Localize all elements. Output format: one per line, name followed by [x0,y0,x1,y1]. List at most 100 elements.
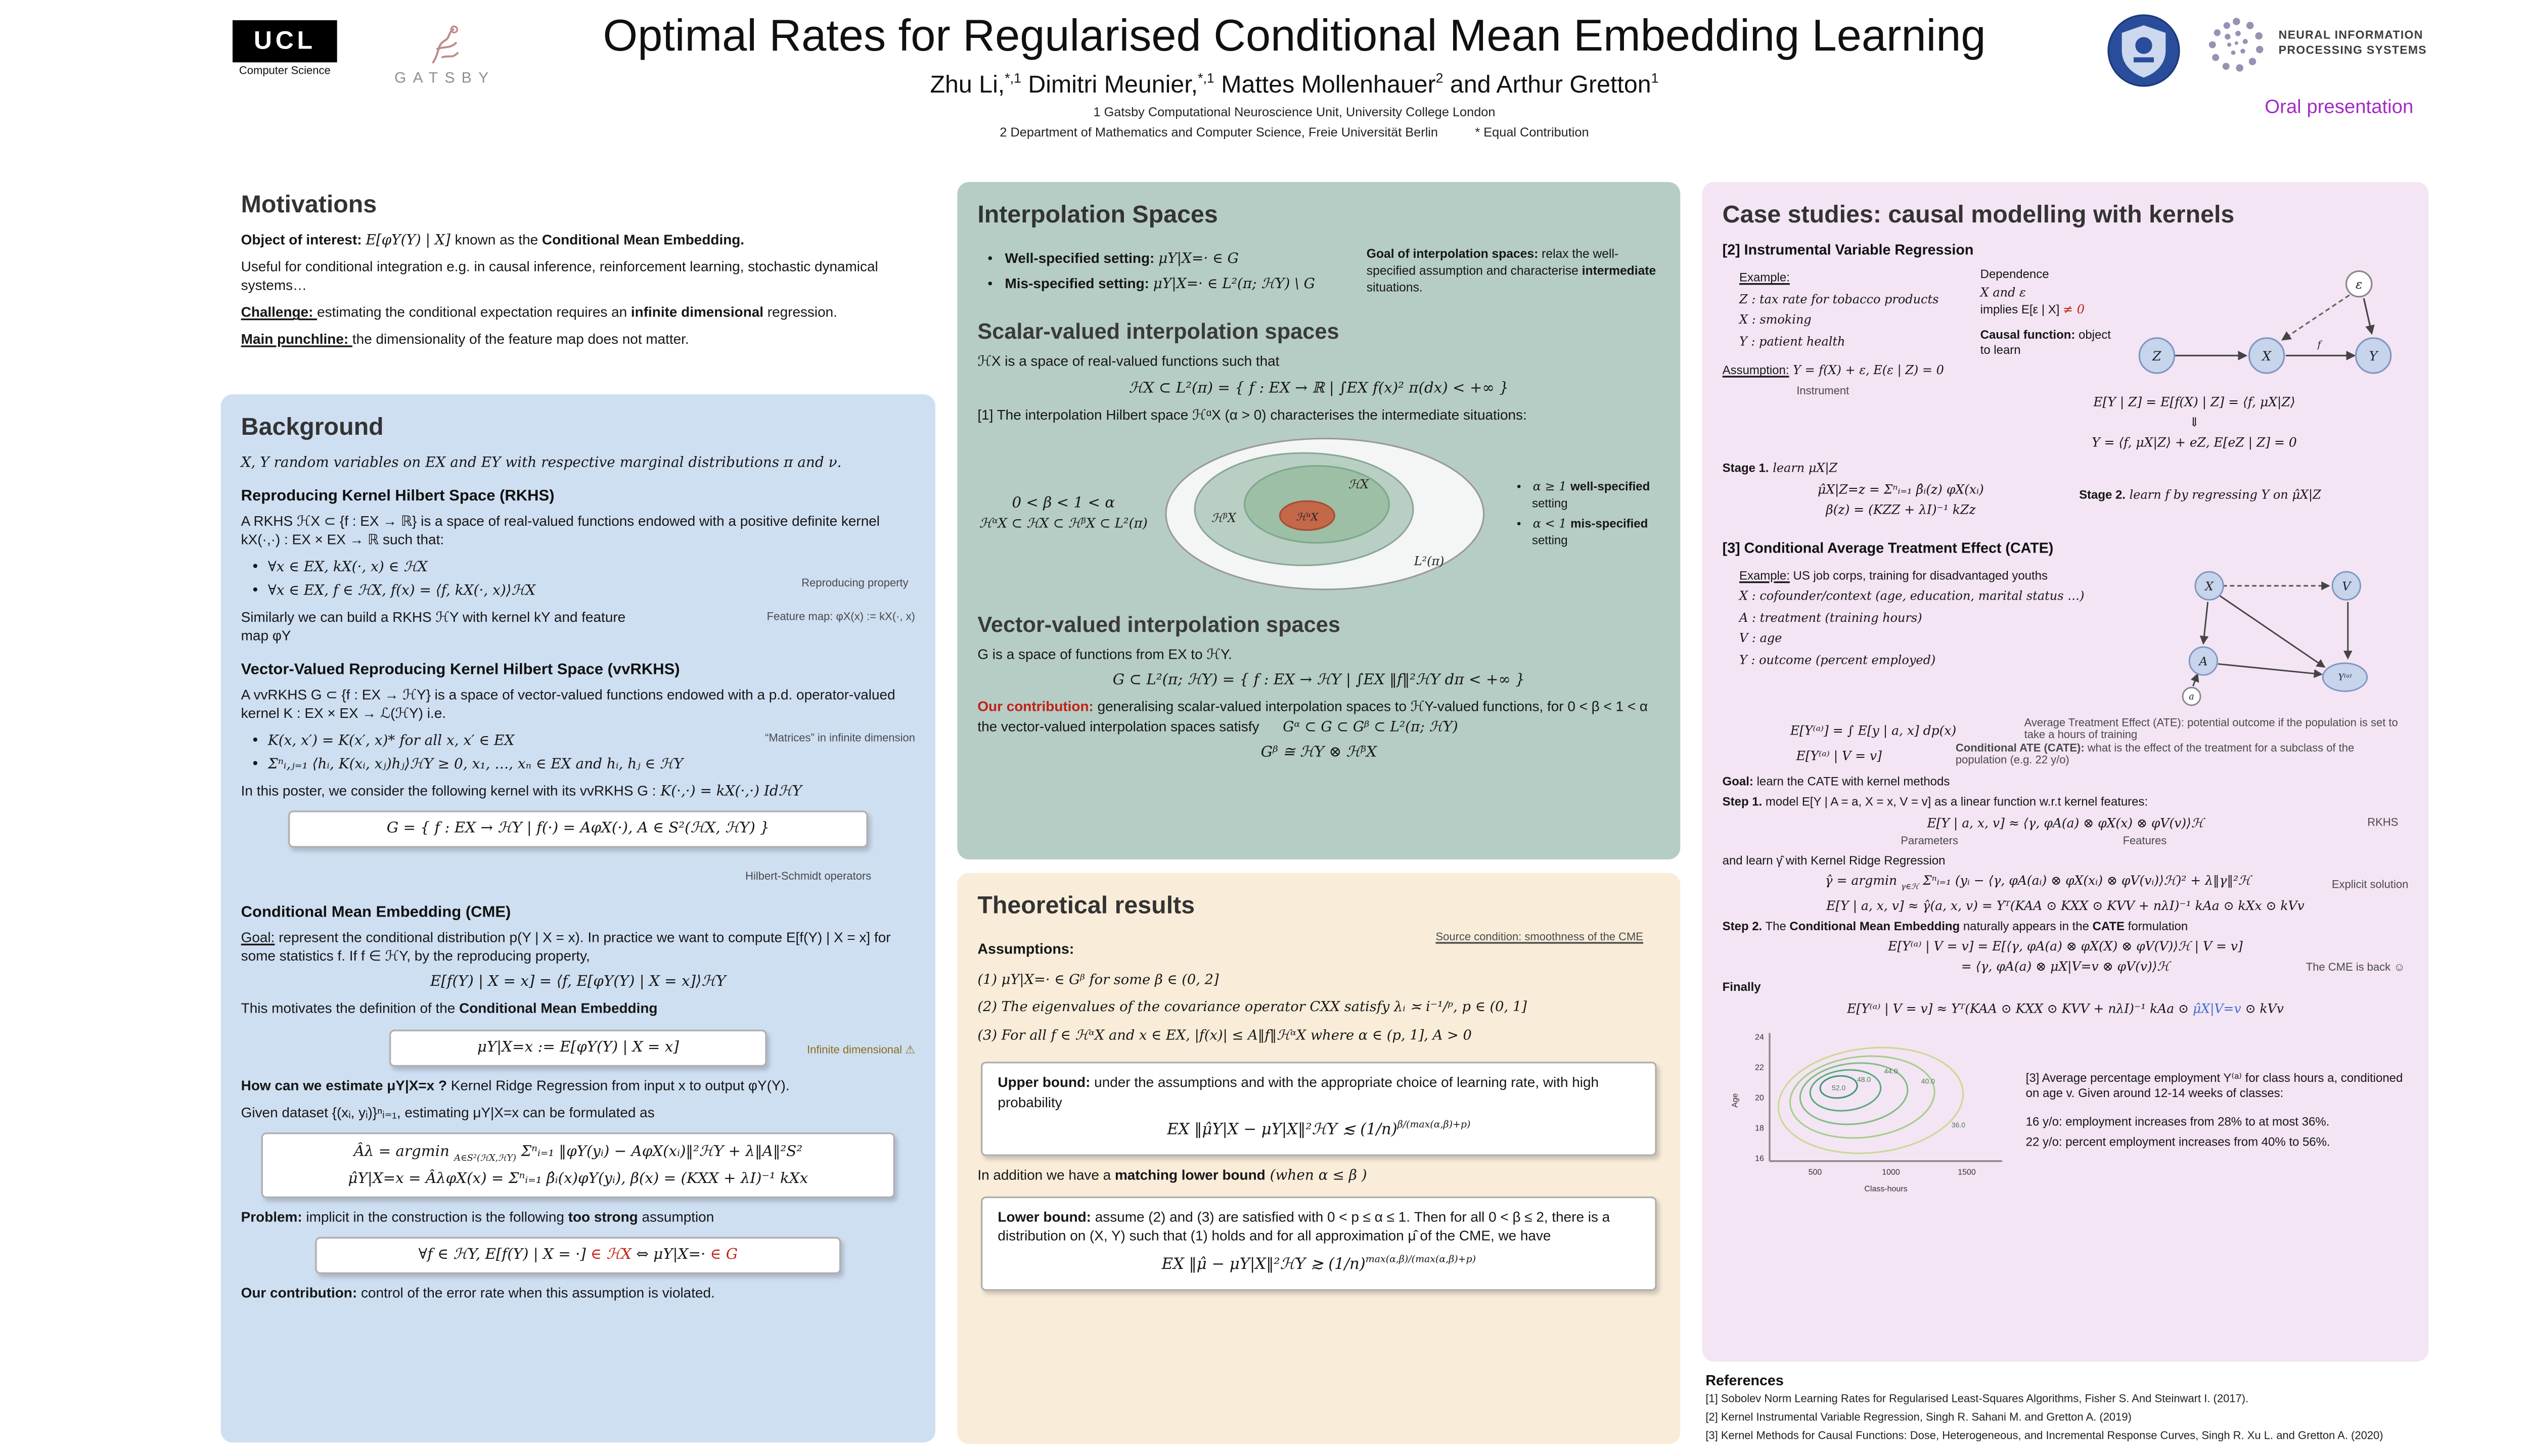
lower-bound-exponent: max(α,β)/(max(α,β)+p) [1365,1255,1476,1265]
step2-cate-bold: CATE [2092,917,2125,933]
lower-bound-text-line: Lower bound: assume (2) and (3) are sati… [998,1208,1640,1246]
parameters-note: Parameters [1901,835,1959,847]
iv-right-block: Dependence X and ε implies E[ε | X] ≠ 0 … [1980,264,2409,455]
mis-specified-label: Mis-specified setting: [1005,275,1153,293]
xtick-1000: 1000 [1882,1167,1900,1176]
learn-gamma-line: and learn γ̂ with Kernel Ridge Regressio… [1722,851,1946,867]
dataset-line: Given dataset {(xᵢ, yᵢ)}ⁿᵢ₌₁, estimating… [241,1103,655,1120]
problem-end: assumption [638,1208,714,1225]
cme-definition-row: μY|X=x := E[φY(Y) | X = x] Infinite dime… [241,1029,915,1067]
background-contribution-text: control of the error rate when this assu… [360,1285,715,1302]
cate-krr-constraint: γ∈ℋ [1901,884,1919,892]
hilbert-schmidt-note: Hilbert-Schmidt operators [745,871,872,883]
krr-argmin-constraint: A∈S²(ℋX,ℋY) [454,1154,517,1165]
upper-bound-text-line: Upper bound: under the assumptions and w… [998,1074,1640,1113]
cate-node-a: A [2198,654,2207,668]
cate-note: Conditional ATE (CATE): what is the effe… [1956,742,2408,766]
results-row: 16 18 20 22 24 500 1000 1500 Age Class-h… [1723,1022,2409,1198]
ate-note-text: potential outcome if the population is s… [2024,717,2398,741]
neurips-logo-text: NEURAL INFORMATION PROCESSING SYSTEMS [2279,30,2427,61]
scalar-spaces-line: ℋX is a space of real-valued functions s… [977,352,1280,370]
interpolation-goal-pre: relax the well-specified assumption and … [1366,246,1619,278]
instrument-note: Instrument [1796,385,1849,397]
iv-node-epsilon: ε [2356,277,2363,292]
matching-bold: matching lower bound [1114,1166,1266,1184]
assumptions-row: Assumptions: Source condition: smoothnes… [977,932,1660,962]
motivations-challenge-line: Challenge: estimating the conditional ex… [241,304,915,323]
vvrkhs-bullets: K(x, x′) = K(x′, x)* for all x, x′ ∈ EX … [241,732,915,774]
iv-grid: Example: Z : tax rate for tobacco produc… [1723,264,2409,455]
kernel-choice-math: K(·,·) = kX(·,·) IdℋY [656,781,802,798]
cme-goal-label: Goal: [241,928,275,945]
results-text-block: [3] Average percentage employment Y⁽ᵃ⁾ f… [2026,1064,2409,1155]
mis-specified-end: setting [1531,532,1568,548]
ytick-18: 18 [1755,1123,1764,1132]
cate-node-y: Y⁽ᵃ⁾ [2338,672,2352,682]
problem-line: Problem: implicit in the construction is… [241,1208,915,1227]
causal-function-label: Causal function: [1980,326,2075,341]
assumption-pre: ∀f ∈ ℋY, E[f(Y) | X = ·] [418,1247,591,1265]
iv-left-block: Example: Z : tax rate for tobacco produc… [1723,264,1974,455]
equal-contribution: * Equal Contribution [1475,124,1589,140]
neurips-swirl-icon [2208,18,2264,72]
interpolation-venn-diagram: ℋX ℋᵅX ℋᵝX L²(π) [1165,437,1485,590]
cate-note-label: Conditional ATE (CATE): [1955,742,2085,754]
interpolation-goal-block: Goal of interpolation spaces: relax the … [1367,241,1660,302]
cate-var-x: X : cofounder/context (age, education, m… [1739,588,2085,604]
cate-krr-row: γ̂ = argmin γ∈ℋ Σⁿᵢ₌₁ (yᵢ − ⟨γ, φA(aᵢ) ⊗… [1723,873,2409,892]
author-1: Zhu Li, [930,72,1005,100]
ate-note-label: Average Treatment Effect (ATE): [2024,717,2184,729]
iv-edge-f-label: f [2317,339,2323,350]
cate-example-line: Example: US job corps, training for disa… [1739,567,2165,583]
settings-bullets: Well-specified setting: μY|X=· ∈ G Mis-s… [977,241,1366,302]
header-center: Optimal Rates for Regularised Conditiona… [539,10,2050,140]
interpolation-contribution-label: Our contribution: [977,698,1098,715]
contour-label-48: 48.0 [1857,1074,1871,1082]
iv-example-label: Example: [1739,269,1790,285]
strong-assumption-eq: ∀f ∈ ℋY, E[f(Y) | X = ·] ∈ ℋX ⇔ μY|X=· ∈… [332,1248,824,1264]
mis-specified-bold: mis-specified [1570,516,1648,531]
stage1-eq-1: μ̂X|Z=z = Σⁿᵢ₌₁ β̂ᵢ(z) φX(xᵢ) [1817,481,1984,496]
logo-group-left: UCL Computer Science GATSBY [232,20,495,86]
background-panel: Background X, Y random variables on EX a… [220,394,935,1443]
well-specified-setting-bullet: α ≥ 1 well-specified setting [1507,479,1660,511]
cate-goal-line: Goal: learn the CATE with kernel methods [1723,772,2409,789]
gatsby-logo-text: GATSBY [394,69,495,86]
features-note: Features [2123,835,2167,847]
lower-bound-box: Lower bound: assume (2) and (3) are sati… [981,1196,1657,1291]
ate-note: Average Treatment Effect (ATE): potentia… [2024,717,2409,741]
cate-node-a-small: a [2189,691,2194,701]
ucl-logo: UCL Computer Science [232,20,337,77]
explicit-solution-note: Explicit solution [2331,879,2409,892]
step2-eq2-row: = ⟨γ, φA(a) ⊗ μX|V=v ⊗ φV(v)⟩ℋ The CME i… [1723,959,2409,974]
feature-map-note: Feature map: φX(x) := kX(·, x) [766,611,915,623]
krr-argmin-post: Σⁿᵢ₌₁ ‖φY(yᵢ) − AφX(xᵢ)‖²ℋY + λ‖A‖²S² [516,1144,803,1162]
rkhs-bullet-2: ∀x ∈ EX, f ∈ ℋX, f(x) = ⟨f, kX(·, x)⟩ℋX [241,581,727,600]
interpolation-goal-bold: intermediate [1582,262,1656,278]
venn-inclusions: ℋᵅX ⊂ ℋX ⊂ ℋᵝX ⊂ L²(π) [979,516,1148,531]
cme-motivation-pre: This motivates the definition of the [241,1000,460,1017]
xtick-500: 500 [1809,1167,1822,1176]
punchline-label: Main punchline: [241,330,352,348]
author-2-sup: *,1 [1198,70,1214,86]
employment-contour-plot: 16 18 20 22 24 500 1000 1500 Age Class-h… [1731,1032,2002,1193]
well-specified-label: Well-specified setting: [1005,248,1159,265]
stage1-eq-2: β(z) = (KZZ + λI)⁻¹ kZz [1826,501,1976,517]
how-estimate-label: How can we estimate μY|X=x ? [241,1076,447,1094]
cate-krr-pre: γ̂ = argmin [1825,873,1902,888]
step1-line: Step 1. model E[Y | A = a, X = x, V = v]… [1723,794,2409,810]
matching-lower-bound-line: In addition we have a matching lower bou… [977,1167,1660,1186]
cme-expectation-math: E[φY(Y) | X] [366,231,455,248]
iv-eq-1: E[Y | Z] = E[f(X) | Z] = ⟨f, μX|Z⟩ [2093,394,2295,410]
iv-eq-2: Y = ⟨f, μX|Z⟩ + eZ, E[eZ | Z] = 0 [2092,434,2297,450]
interpolation-settings-row: Well-specified setting: μY|X=· ∈ G Mis-s… [977,241,1660,302]
iv-dep-line-2: X and ε [1980,284,2026,299]
rkhs-note: RKHS [2367,816,2399,829]
background-intro: X, Y random variables on EX and EY with … [241,453,842,470]
final-eq-end: ⊙ kVv [2241,1000,2284,1016]
theory-heading: Theoretical results [977,893,1195,920]
rkhs-bullets: ∀x ∈ EX, kX(·, x) ∈ ℋX ∀x ∈ EX, f ∈ ℋX, … [241,558,915,600]
step2-line: Step 2. The Conditional Mean Embedding n… [1723,918,2409,934]
mis-specified-setting-bullet: α < 1 mis-specified setting [1507,516,1660,548]
cate-var-y: Y : outcome (percent employed) [1739,651,1936,667]
